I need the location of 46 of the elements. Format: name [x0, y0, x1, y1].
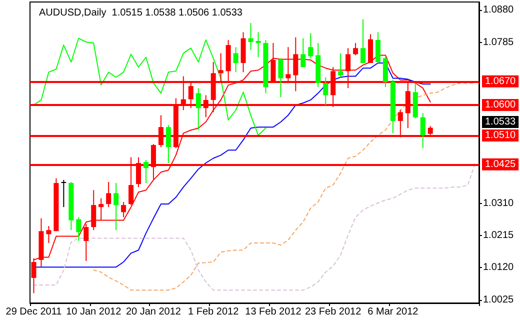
y-tick-label: 1.0880 [483, 4, 514, 16]
x-tick-label: 1 Feb 2012 [188, 306, 240, 318]
candlestick [166, 124, 171, 164]
ref-line-label: 1.0510 [485, 130, 516, 142]
line-series [33, 162, 476, 291]
text: AUDUSD,Daily 1.0515 1.0538 1.0506 1.0533 [39, 8, 243, 18]
candlestick [256, 32, 261, 58]
candlestick [98, 198, 104, 221]
x-tick-label: 13 Feb 2012 [245, 306, 302, 318]
ref-line-label: 1.0670 [485, 76, 516, 87]
candlestick [375, 32, 380, 64]
text: 1.0533 [485, 116, 516, 128]
y-tick-label: 1.0310 [483, 198, 514, 209]
y-tick-label: 1.0120 [483, 262, 514, 274]
candlestick [353, 42, 358, 56]
y-tick-label: 1.0215 [483, 230, 514, 242]
line-series [33, 38, 266, 136]
y-tick-label: 1.0785 [483, 36, 514, 48]
candlestick [61, 179, 66, 208]
candlestick [233, 46, 238, 73]
candlestick [382, 56, 388, 88]
candlestick [91, 190, 96, 231]
candlestick [114, 182, 119, 231]
x-tick-label: 23 Feb 2012 [304, 306, 362, 318]
candlestick [106, 181, 112, 208]
candlestick [278, 58, 284, 98]
x-tick-label: 10 Jan 2012 [66, 306, 122, 318]
candlestick [143, 159, 148, 184]
candlestick [360, 18, 366, 64]
candlestick [248, 22, 254, 51]
x-tick-label: 29 Dec 2011 [6, 306, 62, 318]
candlestick [76, 216, 82, 242]
y-tick-label: 1.0025 [483, 294, 514, 306]
candlestick [196, 88, 201, 131]
candlestick [308, 32, 314, 59]
candlestick [46, 226, 52, 244]
x-tick-label: 20 Jan 2012 [126, 306, 182, 318]
line-series [93, 82, 476, 291]
x-tick-label: 6 Mar 2012 [368, 306, 419, 318]
ref-line-label: 1.0600 [485, 100, 516, 111]
candlestick [338, 52, 344, 78]
candlestick [323, 76, 328, 106]
ref-line-label: 1.0425 [485, 158, 516, 170]
candlestick [121, 201, 126, 218]
candlestick [300, 38, 306, 68]
candlestick [420, 112, 426, 149]
